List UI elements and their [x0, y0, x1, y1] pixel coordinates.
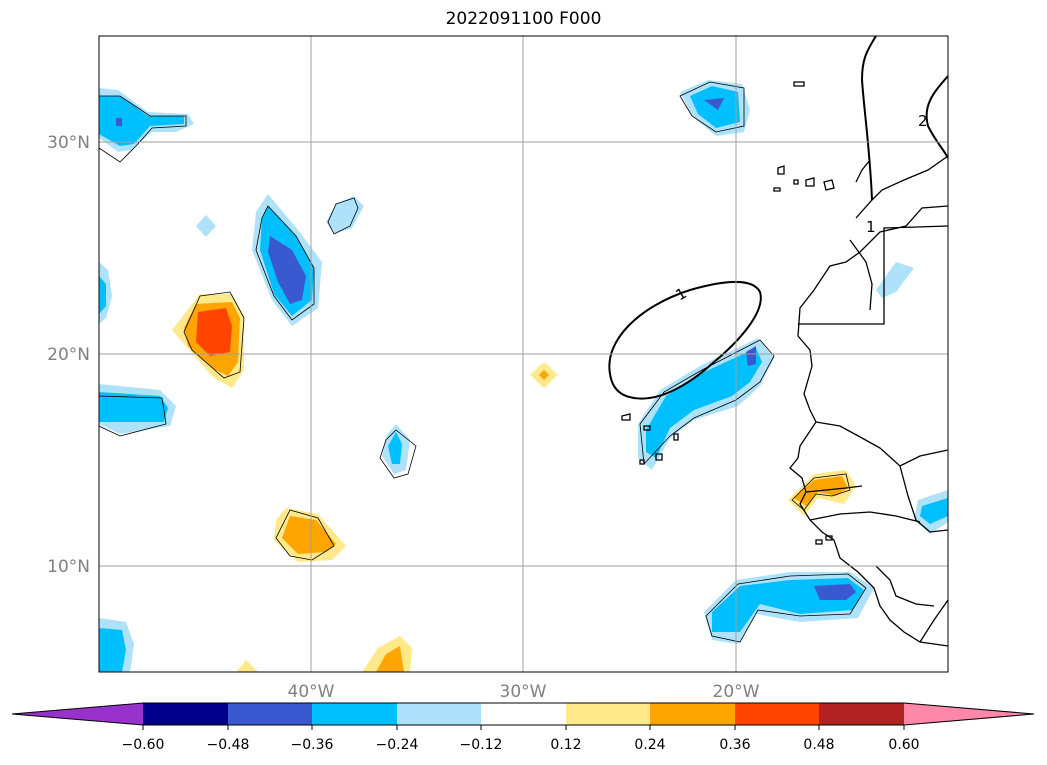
anomaly-contour-lines — [99, 81, 867, 643]
coastline-layer — [621, 81, 948, 647]
colorbar-label: −0.12 — [460, 737, 503, 753]
colorbar-under-arrow — [12, 703, 144, 725]
colorbar-ticks — [142, 725, 905, 730]
colorbar-segment — [735, 703, 820, 725]
colorbar-segment — [481, 703, 566, 725]
contour-line — [679, 81, 745, 133]
negative-anomaly-region — [99, 392, 168, 422]
contour-line — [255, 205, 315, 321]
contour-line — [379, 429, 417, 479]
cape-verde-island — [639, 459, 645, 465]
negative-anomaly-region — [99, 628, 126, 672]
negative-anomaly-region — [646, 348, 762, 458]
colorbar-label: 0.12 — [550, 737, 581, 753]
negative-anomaly-region — [99, 276, 106, 314]
bissagos-island — [815, 539, 823, 545]
cape-verde-island — [655, 453, 663, 461]
canary-island — [805, 177, 815, 187]
contour-line — [99, 395, 167, 437]
mauritania-border — [849, 239, 873, 311]
madeira-island — [793, 81, 805, 87]
contour-line — [275, 509, 335, 561]
negative-anomaly-region — [268, 236, 306, 304]
colorbar-segment — [819, 703, 904, 725]
contour-line — [791, 473, 851, 511]
colorbar-segment — [143, 703, 228, 725]
contour-label: 2 — [918, 112, 928, 130]
contour-label: 1 — [866, 218, 876, 236]
contour-1-ellipse — [608, 281, 762, 400]
contour-line — [705, 573, 867, 643]
positive-anomaly-region — [539, 370, 549, 380]
canary-island — [777, 165, 785, 175]
colorbar-label: 0.36 — [719, 737, 750, 753]
negative-anomaly-region — [746, 346, 756, 366]
positive-anomaly-region — [376, 646, 404, 672]
colorbar-label: 0.24 — [634, 737, 665, 753]
contour-line — [327, 197, 359, 235]
lon-label-30w: 30°W — [500, 682, 547, 702]
gambia-border — [805, 485, 863, 493]
cape-verde-island — [643, 425, 651, 431]
colorbar-segment — [228, 703, 313, 725]
lat-label-20n: 20°N — [47, 345, 90, 365]
colorbar-segment — [312, 703, 397, 725]
senegal-border — [815, 421, 948, 467]
canary-island — [773, 187, 781, 192]
negative-anomaly-region — [196, 215, 216, 237]
africa-coastline — [789, 205, 948, 647]
canary-island — [793, 179, 799, 185]
mali-border — [899, 465, 948, 533]
contour-line — [183, 291, 245, 379]
negative-anomaly-region — [704, 98, 724, 110]
positive-anomaly-region — [236, 660, 258, 672]
negative-anomaly-region — [814, 584, 856, 600]
colorbar-label: −0.60 — [122, 737, 165, 753]
colorbar-segment — [397, 703, 482, 725]
western-sahara-border — [798, 225, 948, 325]
graticule — [99, 36, 948, 672]
contour-line — [99, 95, 187, 163]
cape-verde-island — [673, 433, 679, 441]
contour-line — [639, 339, 775, 465]
morocco-coast — [855, 155, 948, 219]
contour-1-line — [860, 36, 877, 201]
colorbar-segment — [650, 703, 735, 725]
bissagos-island — [825, 535, 833, 541]
thick-contour-layer — [608, 36, 948, 400]
axis-labels: 30°N 20°N 10°N 40°W 30°W 20°W — [47, 133, 760, 702]
cape-verde-island — [621, 413, 631, 421]
colorbar-segment — [566, 703, 651, 725]
anomaly-fill-layer — [99, 80, 948, 672]
positive-anomaly-region — [282, 516, 336, 554]
canary-island — [823, 179, 835, 191]
colorbar-label: 0.48 — [803, 737, 834, 753]
lon-label-40w: 40°W — [288, 682, 335, 702]
negative-anomaly-region — [876, 262, 914, 298]
iberia-coast — [855, 159, 871, 183]
colorbar: −0.60 −0.48 −0.36 −0.24 −0.12 0.12 0.24 … — [11, 702, 1035, 753]
colorbar-label: −0.24 — [376, 737, 419, 753]
negative-anomaly-region — [920, 498, 948, 524]
lat-label-10n: 10°N — [47, 557, 90, 577]
map-title: 2022091100 F000 — [445, 9, 602, 29]
positive-anomaly-region — [196, 308, 232, 356]
lon-label-20w: 20°W — [713, 682, 760, 702]
negative-anomaly-region — [388, 432, 402, 464]
colorbar-label: −0.36 — [291, 737, 334, 753]
negative-anomaly-region — [99, 96, 184, 146]
map-frame — [98, 35, 949, 673]
colorbar-over-arrow — [904, 703, 1034, 725]
sierra-leone-border — [875, 565, 935, 607]
lat-label-30n: 30°N — [47, 133, 90, 153]
colorbar-labels: −0.60 −0.48 −0.36 −0.24 −0.12 0.12 0.24 … — [122, 737, 920, 753]
contour-label: 1 — [672, 284, 689, 304]
guinea-border — [809, 511, 921, 523]
colorbar-label: 0.60 — [888, 737, 919, 753]
negative-anomaly-region — [116, 118, 122, 126]
contour-2-line — [925, 75, 948, 159]
colorbar-label: −0.48 — [207, 737, 250, 753]
liberia-border — [919, 599, 948, 643]
